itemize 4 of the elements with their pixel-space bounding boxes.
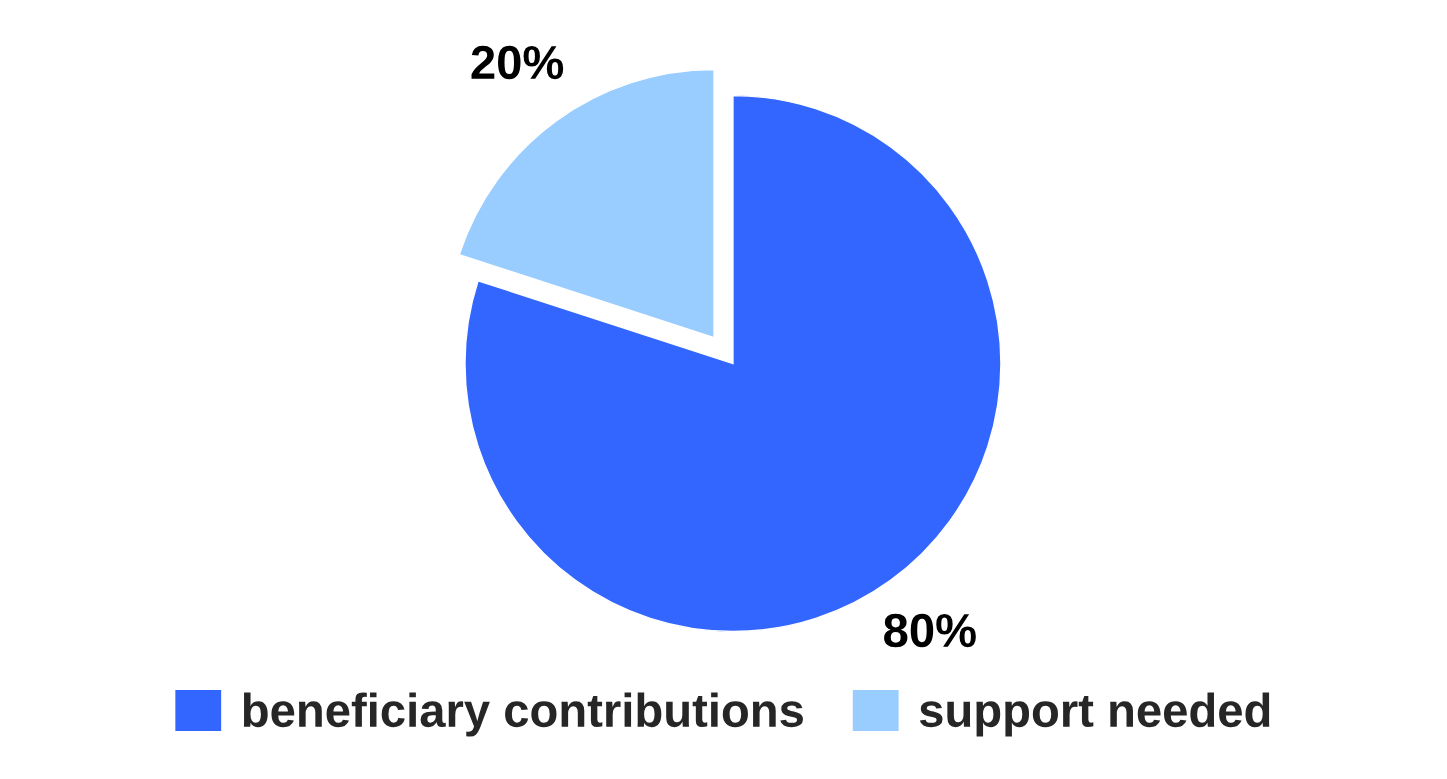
data-label: 80% [884, 613, 976, 648]
legend-label: support needed [919, 692, 1270, 737]
data-label: 20% [471, 45, 564, 80]
legend-label: beneficiary contributions [243, 692, 803, 737]
